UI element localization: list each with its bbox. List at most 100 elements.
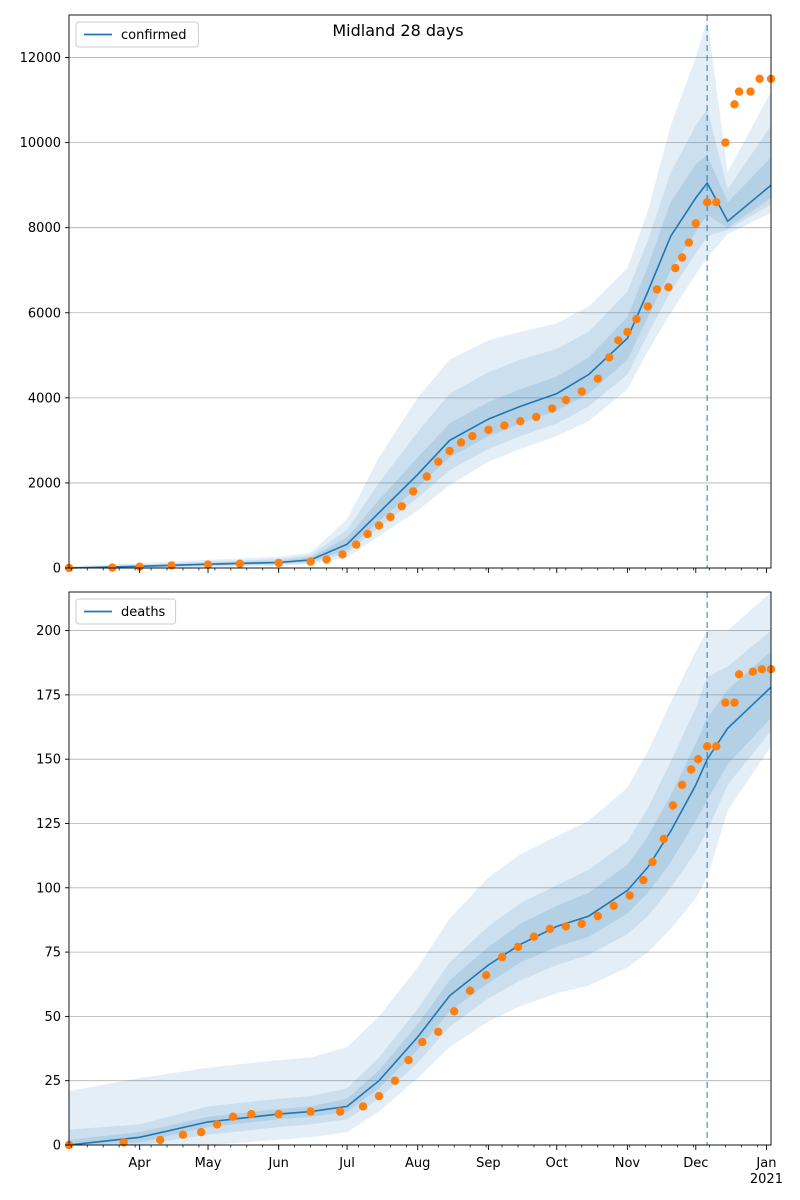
observed-point bbox=[386, 512, 395, 522]
observed-point bbox=[468, 431, 477, 441]
observed-point bbox=[358, 1102, 368, 1111]
x-tick-label: Nov bbox=[615, 1156, 641, 1171]
observed-point bbox=[306, 1107, 315, 1116]
observed-point bbox=[687, 765, 696, 774]
observed-point bbox=[668, 801, 678, 810]
observed-point bbox=[228, 1112, 238, 1121]
observed-point bbox=[178, 1130, 188, 1139]
observed-point bbox=[712, 198, 721, 207]
observed-point bbox=[235, 559, 245, 568]
observed-point bbox=[197, 1127, 206, 1137]
y-tick-label: 4000 bbox=[28, 391, 61, 406]
observed-point bbox=[390, 1076, 400, 1085]
x-tick-label: Jun bbox=[268, 1156, 289, 1171]
observed-point bbox=[497, 953, 507, 962]
observed-point bbox=[167, 561, 176, 570]
observed-point bbox=[513, 942, 523, 952]
observed-point bbox=[203, 560, 213, 569]
y-tick-label: 25 bbox=[44, 1074, 61, 1089]
observed-point bbox=[434, 1027, 443, 1037]
observed-point bbox=[632, 314, 641, 324]
x-tick-label: Jul bbox=[338, 1156, 355, 1171]
legend: deaths bbox=[75, 598, 177, 625]
y-tick-label: 50 bbox=[44, 1010, 61, 1025]
observed-point bbox=[755, 74, 764, 84]
y-tick-label: 175 bbox=[36, 688, 61, 703]
observed-point bbox=[746, 87, 755, 96]
observed-point bbox=[593, 911, 602, 921]
x-tick-label: Dec bbox=[683, 1156, 708, 1171]
observed-point bbox=[561, 395, 571, 405]
observed-point bbox=[671, 263, 680, 273]
observed-point bbox=[456, 438, 466, 447]
observed-point bbox=[712, 742, 721, 751]
chart-title: Midland 28 days bbox=[332, 21, 463, 40]
y-tick-label: 75 bbox=[44, 946, 61, 961]
observed-point bbox=[516, 417, 525, 426]
observed-point bbox=[623, 327, 632, 337]
confirmed-panel: 0 2000 4000 6000 8000 10000 12000 confirmed bbox=[20, 14, 776, 577]
observed-point bbox=[529, 932, 539, 941]
observed-point bbox=[500, 421, 509, 430]
observed-point bbox=[757, 665, 767, 674]
observed-point bbox=[748, 667, 757, 676]
y-tick-label: 200 bbox=[36, 624, 61, 639]
observed-point bbox=[409, 487, 418, 496]
median-line bbox=[68, 181, 772, 569]
observed-point bbox=[609, 901, 618, 910]
x-tick-label: Apr bbox=[128, 1156, 151, 1171]
observed-point bbox=[614, 336, 623, 345]
uncertainty-band bbox=[69, 19, 771, 569]
legend: confirmed bbox=[75, 21, 199, 48]
y-tick-label: 150 bbox=[36, 753, 61, 768]
observed-point bbox=[374, 521, 384, 530]
legend-box bbox=[75, 598, 177, 625]
observed-point bbox=[212, 1120, 222, 1129]
observed-point bbox=[336, 1107, 345, 1116]
observed-point bbox=[561, 922, 571, 931]
observed-point bbox=[721, 138, 730, 147]
observed-point bbox=[703, 198, 712, 207]
y-tick-label: 2000 bbox=[28, 476, 61, 491]
observed-point bbox=[691, 219, 700, 228]
plot-frame bbox=[68, 591, 772, 1146]
observed-point bbox=[119, 1138, 128, 1147]
x-tick-label: Jan bbox=[755, 1156, 776, 1171]
observed-point bbox=[322, 555, 331, 564]
observed-point bbox=[434, 457, 443, 466]
observed-point bbox=[374, 1091, 384, 1101]
observed-point bbox=[664, 283, 673, 292]
observed-point bbox=[338, 550, 347, 559]
y-tick-label: 100 bbox=[36, 881, 61, 896]
y-tick-label: 10000 bbox=[20, 136, 61, 151]
y-tick-label: 12000 bbox=[20, 51, 61, 66]
observed-point bbox=[404, 1055, 413, 1065]
observed-point bbox=[450, 1007, 459, 1016]
observed-point bbox=[734, 87, 744, 96]
observed-point bbox=[734, 670, 744, 679]
y-tick-label: 0 bbox=[53, 562, 61, 577]
observed-point bbox=[703, 742, 712, 751]
plot-frame bbox=[68, 14, 772, 569]
observed-point bbox=[643, 302, 653, 311]
observed-point bbox=[639, 875, 648, 885]
y-tick-label: 0 bbox=[53, 1139, 61, 1154]
y-tick-label: 125 bbox=[36, 817, 61, 832]
observed-point bbox=[306, 557, 315, 566]
observed-point bbox=[247, 1109, 256, 1119]
uncertainty-band bbox=[69, 108, 771, 568]
observed-point bbox=[274, 1109, 283, 1119]
observed-point bbox=[418, 1037, 427, 1047]
x-tick-label: May bbox=[195, 1156, 222, 1171]
observed-point bbox=[577, 919, 586, 928]
observed-point bbox=[721, 698, 730, 707]
observed-point bbox=[156, 1135, 165, 1145]
observed-point bbox=[481, 971, 491, 980]
observed-point bbox=[730, 100, 739, 109]
observed-point bbox=[593, 374, 602, 383]
observed-point bbox=[445, 446, 454, 456]
observed-point bbox=[693, 755, 703, 764]
observed-point bbox=[397, 502, 406, 511]
